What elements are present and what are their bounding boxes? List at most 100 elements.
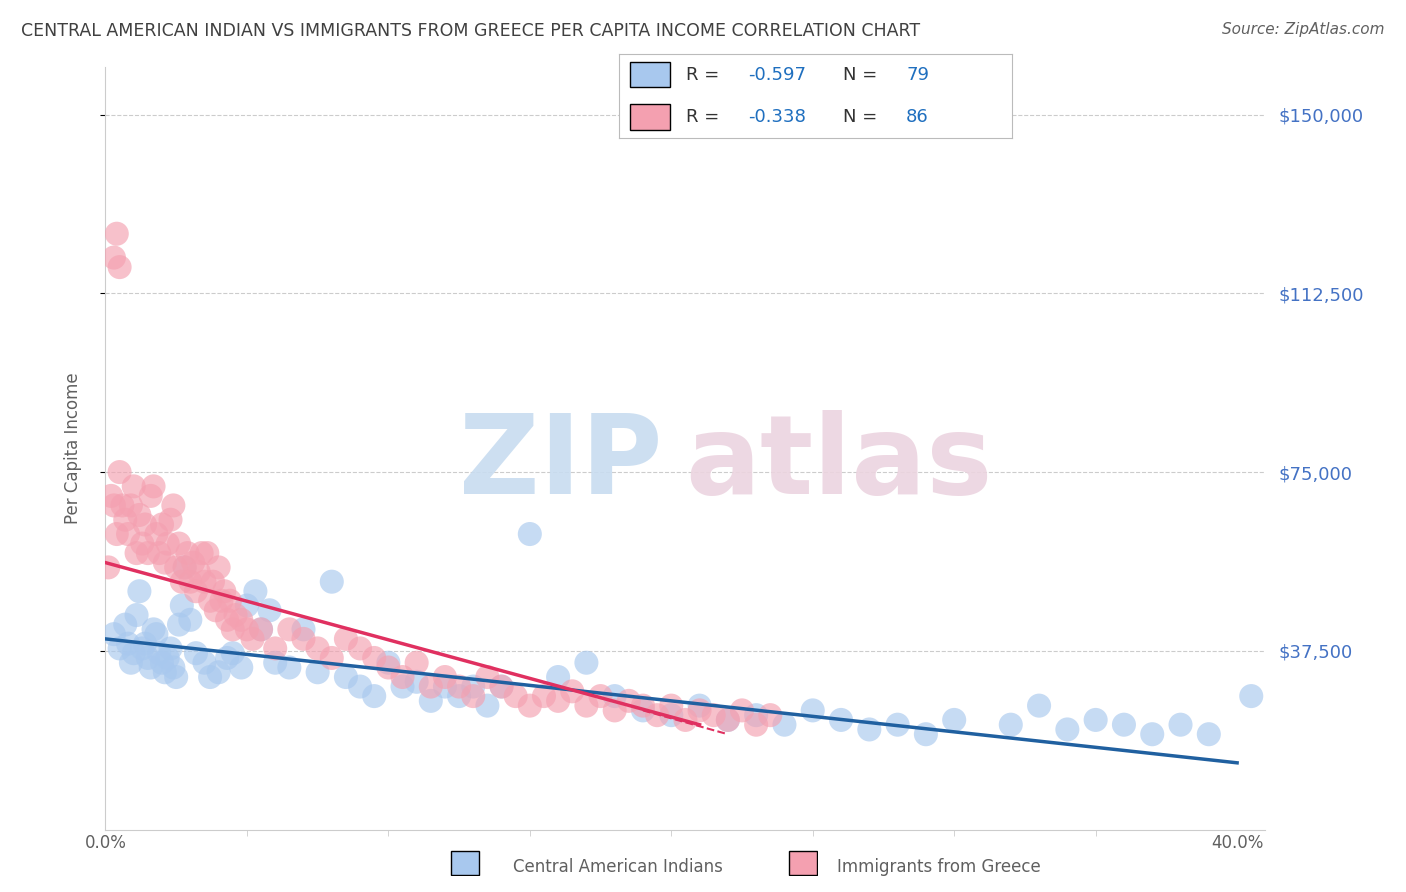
Point	[519, 698, 541, 713]
Point	[198, 594, 221, 608]
Point	[187, 565, 209, 579]
Point	[162, 660, 184, 674]
Point	[391, 680, 413, 694]
Point	[603, 689, 626, 703]
Point	[915, 727, 938, 741]
Point	[139, 660, 162, 674]
Text: 79: 79	[905, 66, 929, 84]
Point	[1028, 698, 1050, 713]
Point	[156, 651, 179, 665]
Point	[250, 623, 273, 637]
Point	[491, 680, 513, 694]
Point	[858, 723, 880, 737]
Point	[236, 599, 259, 613]
Point	[97, 560, 120, 574]
Point	[184, 646, 207, 660]
Point	[165, 670, 187, 684]
Point	[264, 641, 287, 656]
Point	[136, 651, 159, 665]
Point	[136, 546, 159, 560]
Point	[195, 546, 218, 560]
Point	[122, 479, 145, 493]
Point	[222, 623, 245, 637]
Point	[150, 656, 173, 670]
Point	[659, 698, 682, 713]
Text: atlas: atlas	[686, 410, 993, 517]
Point	[1198, 727, 1220, 741]
Point	[108, 260, 131, 274]
Point	[117, 527, 139, 541]
Text: -0.597: -0.597	[748, 66, 807, 84]
Point	[131, 641, 153, 656]
Point	[193, 656, 215, 670]
Point	[377, 656, 399, 670]
Point	[108, 641, 131, 656]
Text: -0.338: -0.338	[748, 108, 807, 126]
Point	[142, 479, 165, 493]
Point	[491, 680, 513, 694]
Point	[433, 680, 456, 694]
Text: 86: 86	[905, 108, 929, 126]
Point	[335, 632, 357, 646]
Point	[603, 703, 626, 717]
Point	[575, 656, 598, 670]
Point	[103, 627, 125, 641]
Point	[1170, 717, 1192, 731]
Point	[201, 574, 224, 589]
Point	[153, 665, 176, 680]
Text: ZIP: ZIP	[458, 410, 662, 517]
Point	[759, 708, 782, 723]
Point	[830, 713, 852, 727]
Point	[219, 594, 242, 608]
Point	[153, 556, 176, 570]
Point	[111, 499, 134, 513]
Point	[231, 613, 253, 627]
Text: Source: ZipAtlas.com: Source: ZipAtlas.com	[1222, 22, 1385, 37]
Point	[631, 703, 654, 717]
Point	[363, 651, 385, 665]
Point	[659, 708, 682, 723]
Point	[134, 517, 156, 532]
Point	[114, 513, 136, 527]
Point	[547, 670, 569, 684]
Point	[231, 660, 253, 674]
Point	[773, 717, 796, 731]
Point	[405, 656, 427, 670]
Point	[477, 698, 499, 713]
Point	[217, 613, 239, 627]
Point	[128, 584, 150, 599]
Point	[1240, 689, 1263, 703]
Point	[419, 680, 441, 694]
Point	[547, 694, 569, 708]
Point	[645, 708, 668, 723]
Point	[449, 689, 471, 703]
Point	[278, 623, 301, 637]
Point	[519, 527, 541, 541]
Point	[463, 680, 485, 694]
Point	[139, 489, 162, 503]
Point	[505, 689, 527, 703]
Point	[103, 499, 125, 513]
Point	[156, 536, 179, 550]
Point	[1000, 717, 1022, 731]
Point	[717, 713, 740, 727]
Point	[617, 694, 640, 708]
Point	[236, 623, 259, 637]
Point	[561, 684, 583, 698]
Point	[463, 689, 485, 703]
Point	[1142, 727, 1164, 741]
Point	[100, 489, 122, 503]
FancyBboxPatch shape	[451, 851, 479, 874]
Point	[363, 689, 385, 703]
Point	[170, 574, 193, 589]
Point	[162, 499, 184, 513]
Point	[292, 623, 315, 637]
Point	[307, 665, 329, 680]
Point	[321, 651, 343, 665]
Point	[125, 546, 148, 560]
Point	[405, 674, 427, 689]
Point	[145, 627, 167, 641]
Text: CENTRAL AMERICAN INDIAN VS IMMIGRANTS FROM GREECE PER CAPITA INCOME CORRELATION : CENTRAL AMERICAN INDIAN VS IMMIGRANTS FR…	[21, 22, 920, 40]
FancyBboxPatch shape	[630, 104, 669, 130]
Point	[745, 717, 768, 731]
